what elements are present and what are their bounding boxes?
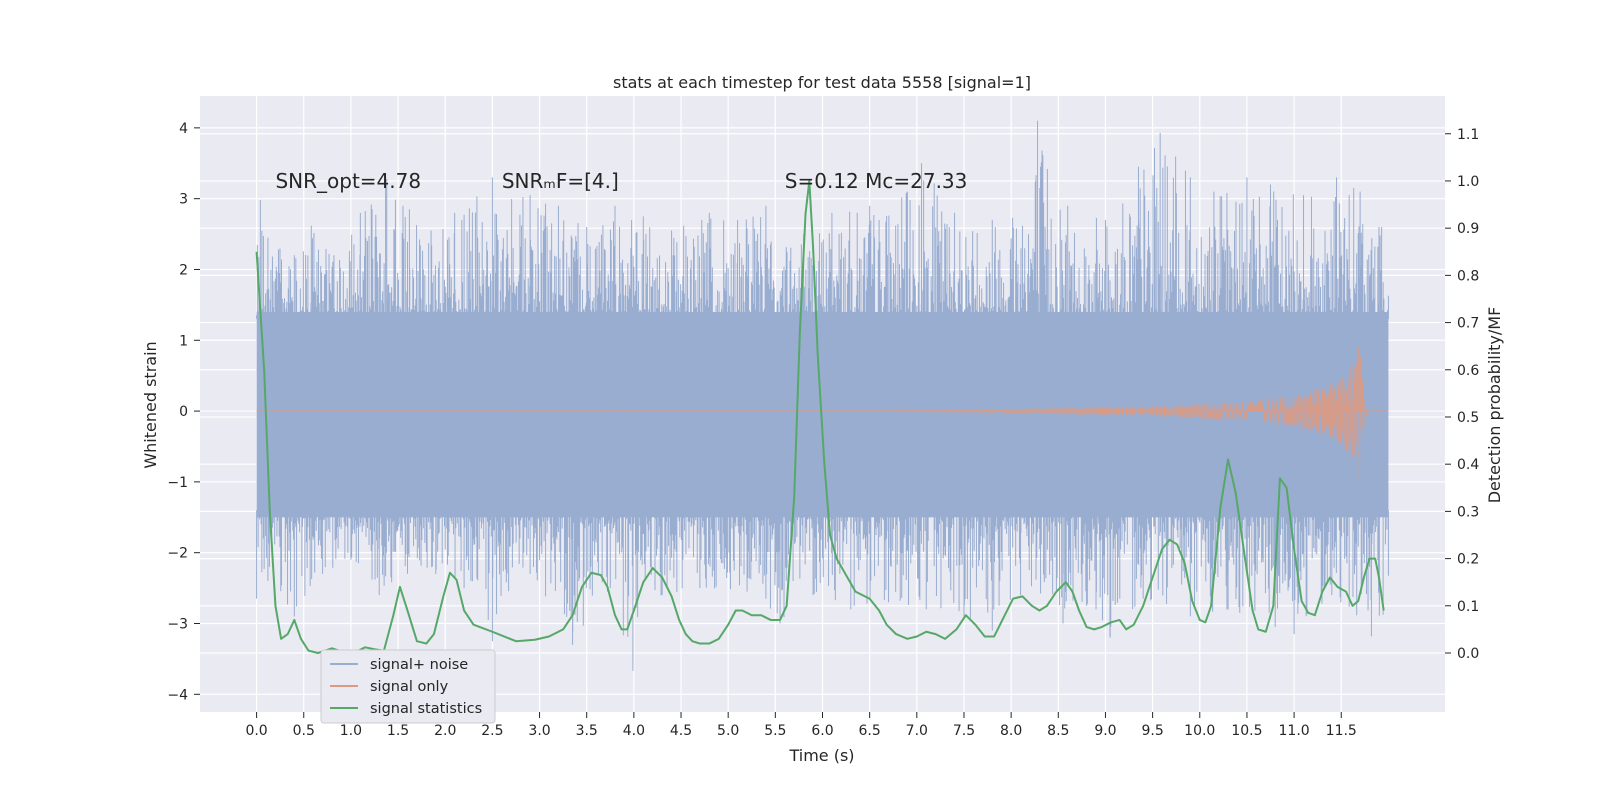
y-right-tick-label: 0.3 [1457, 504, 1479, 520]
y-right-tick-label: 0.9 [1457, 221, 1479, 237]
annotations-layer: SNR_opt=4.78 SNRₘF=[4.] S=0.12 Mᴄ=27.33 [275, 169, 967, 193]
y-right-tick-label: 1.0 [1457, 174, 1479, 190]
x-tick-label: 6.0 [811, 723, 833, 739]
x-tick-label: 6.5 [859, 723, 881, 739]
legend: signal+ noise signal only signal statist… [320, 649, 496, 724]
signal-statistics-line [255, 179, 1385, 654]
signal-only-chirp [501, 346, 1369, 478]
y-right-tick-label: 0.6 [1457, 363, 1479, 379]
x-tick-label: 4.0 [623, 723, 645, 739]
y-left-tick-label: 0 [179, 404, 188, 420]
x-tick-label: 2.5 [481, 723, 503, 739]
signal-noise-series [256, 120, 1389, 671]
y-right-tick-label: 0.0 [1457, 646, 1479, 662]
x-tick-label: 5.5 [764, 723, 786, 739]
x-tick-label: 4.5 [670, 723, 692, 739]
annotation-text: SNRₘF=[4.] [502, 169, 619, 193]
x-tick-label: 11.0 [1279, 723, 1310, 739]
noise-upper-spikes [256, 120, 1389, 320]
annotation-text: S=0.12 Mᴄ=27.33 [785, 169, 968, 193]
annotation-text: SNR_opt=4.78 [275, 169, 421, 193]
x-tick-label: 8.5 [1047, 723, 1069, 739]
y-right-tick-label: 0.2 [1457, 552, 1479, 568]
x-tick-label: 3.0 [528, 723, 550, 739]
legend-label-signal-statistics: signal statistics [370, 701, 482, 717]
legend-box [320, 649, 496, 724]
y-left-tick-label: −1 [167, 475, 188, 491]
signal-statistics-series [255, 179, 1385, 654]
x-tick-label: 1.5 [387, 723, 409, 739]
y-right-tick-label: 0.1 [1457, 599, 1479, 615]
x-tick-label: 9.0 [1094, 723, 1116, 739]
x-tick-label: 10.5 [1231, 723, 1262, 739]
y-axis-label-right: Detection probability/MF [1485, 307, 1504, 504]
noise-dense-band [256, 311, 1389, 518]
x-tick-label: 10.0 [1184, 723, 1215, 739]
legend-label-signal-only: signal only [370, 679, 449, 695]
axes-layer: 0.0 0.5 1.0 1.5 2.0 2.5 3.0 3.5 4.0 4.5 5.0 5.5 6.0 6… [167, 121, 1479, 739]
x-tick-label: 0.5 [293, 723, 315, 739]
x-tick-label: 9.5 [1141, 723, 1163, 739]
y-right-tick-label: 1.1 [1457, 127, 1479, 143]
x-tick-label: 8.0 [1000, 723, 1022, 739]
y-right-tick-label: 0.4 [1457, 457, 1479, 473]
y-right-tick-label: 0.7 [1457, 316, 1479, 332]
y-axis-label-left: Whitened strain [141, 341, 160, 468]
y-left-tick-label: −2 [167, 546, 188, 562]
y-left-tick-label: 2 [179, 262, 188, 278]
y-left-tick-label: 3 [179, 192, 188, 208]
x-tick-label: 7.0 [906, 723, 928, 739]
legend-label-signal-noise: signal+ noise [370, 657, 468, 673]
x-axis-label: Time (s) [788, 746, 854, 765]
x-tick-label: 3.5 [576, 723, 598, 739]
x-tick-label: 0.0 [245, 723, 267, 739]
y-left-tick-label: 1 [179, 333, 188, 349]
x-tick-label: 1.0 [340, 723, 362, 739]
x-tick-label: 11.5 [1326, 723, 1357, 739]
y-right-tick-label: 0.5 [1457, 410, 1479, 426]
x-tick-label: 2.0 [434, 723, 456, 739]
y-left-tick-label: −3 [167, 616, 188, 632]
x-tick-label: 7.5 [953, 723, 975, 739]
y-right-tick-label: 0.8 [1457, 268, 1479, 284]
noise-lower-spikes [256, 510, 1389, 671]
y-left-tick-label: 4 [179, 121, 188, 137]
y-left-tick-label: −4 [167, 687, 188, 703]
signal-only-series [256, 346, 1389, 478]
chart-title: stats at each timestep for test data 555… [613, 73, 1031, 92]
x-tick-label: 5.0 [717, 723, 739, 739]
